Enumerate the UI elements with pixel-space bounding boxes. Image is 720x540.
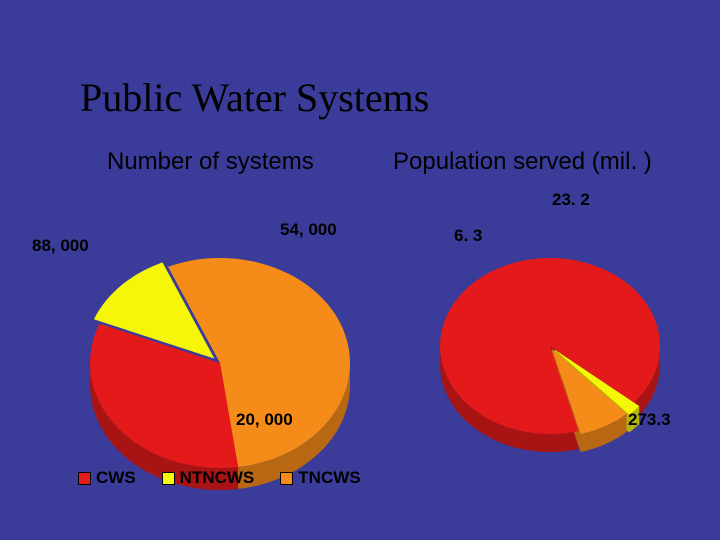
legend-item-tncws: TNCWS [280,468,360,488]
legend-swatch-cws [78,472,91,485]
chart2-label-ntncws: 6. 3 [454,226,482,246]
chart1-pie [90,258,350,495]
chart2-subtitle: Population served (mil. ) [393,148,652,176]
chart2-pie [440,258,660,457]
chart1-label-tncws: 88, 000 [32,236,89,256]
chart1-subtitle: Number of systems [107,148,314,176]
legend-label-ntncws: NTNCWS [180,468,255,488]
legend-swatch-tncws [280,472,293,485]
chart1-svg [90,258,350,490]
legend: CWS NTNCWS TNCWS [78,468,361,488]
chart2-label-tncws: 23. 2 [552,190,590,210]
legend-label-tncws: TNCWS [298,468,360,488]
chart1-label-cws: 54, 000 [280,220,337,240]
chart1-label-ntncws: 20, 000 [236,410,293,430]
legend-label-cws: CWS [96,468,136,488]
legend-swatch-ntncws [162,472,175,485]
slide-title: Public Water Systems [80,74,429,121]
chart2-svg [440,258,660,452]
legend-item-cws: CWS [78,468,136,488]
legend-item-ntncws: NTNCWS [162,468,255,488]
chart2-label-cws: 273.3 [628,410,671,430]
